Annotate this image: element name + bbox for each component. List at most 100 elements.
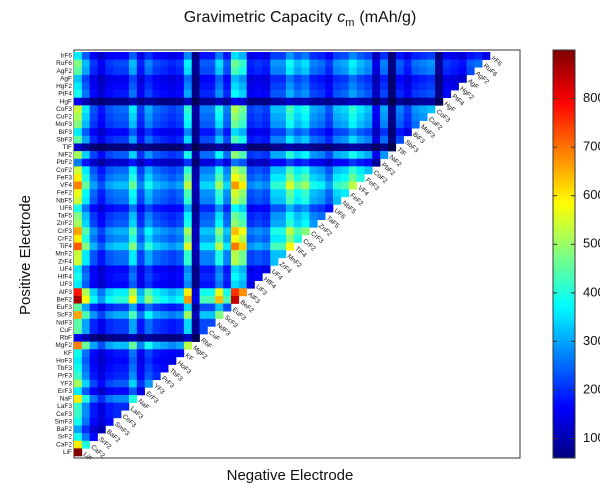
- heatmap-cell: [254, 120, 263, 129]
- heatmap-cell: [81, 326, 90, 335]
- heatmap-cell: [160, 273, 169, 281]
- heatmap-cell: [89, 189, 98, 198]
- heatmap-cell: [152, 59, 161, 68]
- heatmap-cell: [380, 120, 389, 129]
- heatmap-cell: [74, 59, 83, 68]
- heatmap-cell: [223, 128, 232, 137]
- heatmap-cell: [270, 105, 279, 114]
- heatmap-cell: [121, 318, 130, 327]
- heatmap-cell: [81, 120, 90, 129]
- heatmap-cell: [152, 158, 161, 167]
- heatmap-cell: [262, 204, 271, 213]
- row-label: NaF: [60, 396, 72, 403]
- heatmap-cell: [160, 234, 169, 243]
- heatmap-cell: [183, 112, 193, 121]
- heatmap-cell: [340, 52, 350, 60]
- heatmap-cell: [144, 82, 153, 91]
- heatmap-cell: [183, 67, 193, 76]
- heatmap-cell: [121, 59, 130, 68]
- heatmap-cell: [301, 112, 310, 121]
- heatmap-cell: [238, 105, 247, 114]
- heatmap-cell: [301, 181, 310, 190]
- heatmap-cell: [121, 372, 130, 381]
- heatmap-cell: [403, 82, 412, 91]
- heatmap-cell: [301, 120, 310, 129]
- heatmap-cell: [160, 204, 169, 213]
- heatmap-cell: [113, 326, 122, 335]
- heatmap-cell: [238, 151, 247, 160]
- heatmap-cell: [270, 128, 279, 137]
- heatmap-cell: [411, 90, 420, 99]
- heatmap-cell: [246, 143, 255, 152]
- heatmap-cell: [254, 67, 263, 76]
- heatmap-cell: [183, 234, 193, 243]
- heatmap-cell: [348, 97, 357, 106]
- row-label: HoF3: [56, 357, 72, 364]
- heatmap-cell: [113, 189, 122, 198]
- colorbar-step: [553, 233, 575, 238]
- heatmap-cell: [113, 410, 122, 419]
- heatmap-cell: [97, 67, 106, 76]
- heatmap-cell: [199, 173, 208, 182]
- row-label: NbF5: [56, 197, 72, 204]
- heatmap-cell: [152, 257, 161, 266]
- heatmap-cell: [168, 219, 177, 228]
- heatmap-cell: [74, 257, 83, 266]
- heatmap-cell: [325, 173, 334, 182]
- heatmap-cell: [97, 257, 106, 266]
- heatmap-cell: [105, 349, 114, 358]
- heatmap-cell: [207, 173, 216, 182]
- heatmap-cell: [419, 97, 428, 106]
- heatmap-cell: [230, 181, 240, 190]
- heatmap-cell: [113, 311, 122, 320]
- heatmap-cell: [176, 288, 185, 297]
- heatmap-cell: [262, 158, 271, 167]
- heatmap-cell: [450, 67, 459, 76]
- heatmap-cell: [144, 112, 153, 121]
- heatmap-cell: [246, 90, 255, 99]
- heatmap-cell: [105, 234, 114, 243]
- heatmap-cell: [238, 82, 247, 91]
- heatmap-cell: [301, 74, 310, 83]
- heatmap-cell: [136, 349, 145, 358]
- heatmap-cell: [128, 280, 138, 289]
- heatmap-cell: [230, 288, 240, 297]
- heatmap-cell: [340, 181, 350, 190]
- heatmap-cell: [254, 135, 263, 144]
- heatmap-cell: [97, 425, 106, 434]
- heatmap-cell: [152, 326, 161, 335]
- heatmap-cell: [278, 112, 287, 121]
- heatmap-cell: [144, 326, 153, 335]
- colorbar-step: [553, 158, 575, 163]
- heatmap-cell: [74, 112, 83, 121]
- heatmap-cell: [121, 112, 130, 121]
- heatmap-cell: [74, 143, 83, 152]
- heatmap-cell: [89, 349, 98, 358]
- heatmap-cell: [136, 227, 145, 236]
- heatmap-cell: [230, 82, 240, 91]
- row-label: EuF3: [56, 304, 72, 311]
- heatmap-cell: [293, 234, 302, 243]
- heatmap-cell: [285, 59, 295, 68]
- heatmap-cell: [168, 151, 177, 160]
- heatmap-cell: [191, 128, 200, 137]
- heatmap-cell: [230, 212, 240, 220]
- heatmap-cell: [136, 356, 145, 365]
- heatmap-cell: [340, 120, 350, 129]
- heatmap-cell: [183, 257, 193, 266]
- heatmap-cell: [105, 410, 114, 419]
- heatmap-cell: [223, 196, 232, 205]
- heatmap-cell: [89, 356, 98, 365]
- heatmap-cell: [356, 52, 365, 60]
- heatmap-cell: [136, 173, 145, 182]
- heatmap-cell: [380, 52, 389, 60]
- heatmap-cell: [238, 67, 247, 76]
- heatmap-cell: [74, 212, 83, 220]
- heatmap-cell: [207, 219, 216, 228]
- colorbar-step: [553, 179, 575, 184]
- heatmap-cell: [74, 105, 83, 114]
- heatmap-cell: [246, 120, 255, 129]
- heatmap-cell: [435, 67, 444, 76]
- heatmap-cell: [81, 151, 90, 160]
- heatmap-cell: [128, 52, 138, 60]
